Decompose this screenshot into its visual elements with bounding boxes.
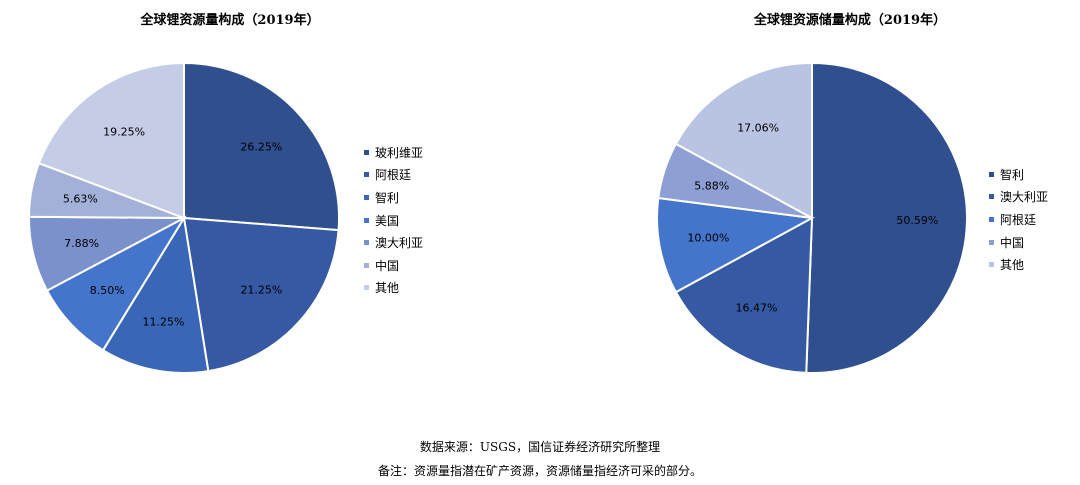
legend-swatch — [989, 171, 994, 177]
remark-note: 备注：资源量指潜在矿产资源，资源储量指经济可采的部分。 — [377, 464, 702, 478]
legend-swatch — [989, 239, 994, 245]
pie-data-label-reserves-2: 10.00% — [687, 231, 729, 244]
legend-label: 美国 — [375, 213, 400, 228]
legend-item-reserves-4: 其他 — [989, 253, 1048, 276]
pie-slice-reserves-1 — [674, 216, 814, 374]
legend-label: 澳大利亚 — [1000, 190, 1049, 205]
legend-resources: 玻利维亚阿根廷智利美国澳大利亚中国其他 — [364, 141, 423, 299]
legend-label: 玻利维亚 — [375, 145, 424, 160]
legend-swatch — [364, 262, 369, 268]
pie-slice-reserves-0 — [805, 61, 968, 374]
pie-slice-resources-2 — [101, 215, 210, 374]
legend-item-reserves-3: 中国 — [989, 231, 1048, 254]
legend-swatch — [364, 149, 369, 155]
legend-item-resources-1: 阿根廷 — [364, 164, 423, 187]
legend-swatch — [364, 217, 369, 223]
legend-label: 其他 — [1000, 258, 1025, 273]
legend-label: 中国 — [1000, 235, 1025, 250]
legend-label: 中国 — [375, 258, 400, 273]
pie-slice-resources-0 — [183, 61, 340, 232]
legend-item-resources-3: 美国 — [364, 209, 423, 232]
legend-reserves: 智利澳大利亚阿根廷中国其他 — [989, 163, 1048, 276]
legend-item-reserves-0: 智利 — [989, 163, 1048, 186]
pie-data-label-resources-5: 5.63% — [63, 193, 98, 206]
pie-data-label-reserves-4: 17.06% — [737, 121, 779, 134]
legend-item-reserves-1: 澳大利亚 — [989, 186, 1048, 209]
pie-slice-reserves-2 — [656, 196, 816, 294]
legend-item-resources-0: 玻利维亚 — [364, 141, 423, 164]
chart-title-resources: 全球锂资源量构成（2019年） — [140, 13, 320, 28]
pie-data-label-resources-1: 21.25% — [240, 284, 282, 297]
pie-data-label-reserves-1: 16.47% — [736, 302, 778, 315]
legend-item-resources-2: 智利 — [364, 186, 423, 209]
legend-swatch — [364, 285, 369, 291]
pie-data-label-resources-4: 7.88% — [64, 237, 99, 250]
legend-swatch — [989, 216, 994, 222]
pie-slice-resources-6 — [37, 61, 185, 220]
legend-label: 其他 — [375, 281, 400, 296]
legend-label: 智利 — [1000, 167, 1025, 182]
legend-swatch — [364, 172, 369, 178]
legend-label: 智利 — [375, 190, 400, 205]
data-source-note: 数据来源：USGS，国信证券经济研究所整理 — [419, 440, 661, 454]
chart-title-reserves: 全球锂资源储量构成（2019年） — [753, 13, 947, 28]
legend-item-resources-5: 中国 — [364, 254, 423, 277]
pie-data-label-reserves-3: 5.88% — [694, 179, 729, 192]
pie-slice-reserves-4 — [674, 61, 813, 220]
pie-data-label-resources-3: 8.50% — [90, 284, 125, 297]
pie-data-label-reserves-0: 50.59% — [896, 214, 938, 227]
pie-data-label-resources-6: 19.25% — [103, 125, 145, 138]
legend-swatch — [989, 262, 994, 268]
legend-item-resources-6: 其他 — [364, 277, 423, 300]
pie-slice-resources-1 — [182, 216, 340, 373]
legend-item-reserves-2: 阿根廷 — [989, 208, 1048, 231]
legend-item-resources-4: 澳大利亚 — [364, 231, 423, 254]
legend-label: 阿根廷 — [375, 168, 412, 183]
legend-swatch — [989, 194, 994, 200]
pie-data-label-resources-2: 11.25% — [142, 315, 184, 328]
legend-label: 澳大利亚 — [375, 236, 424, 251]
legend-swatch — [364, 194, 369, 200]
legend-swatch — [364, 240, 369, 246]
pie-data-label-resources-0: 26.25% — [240, 140, 282, 153]
legend-label: 阿根廷 — [1000, 212, 1037, 227]
